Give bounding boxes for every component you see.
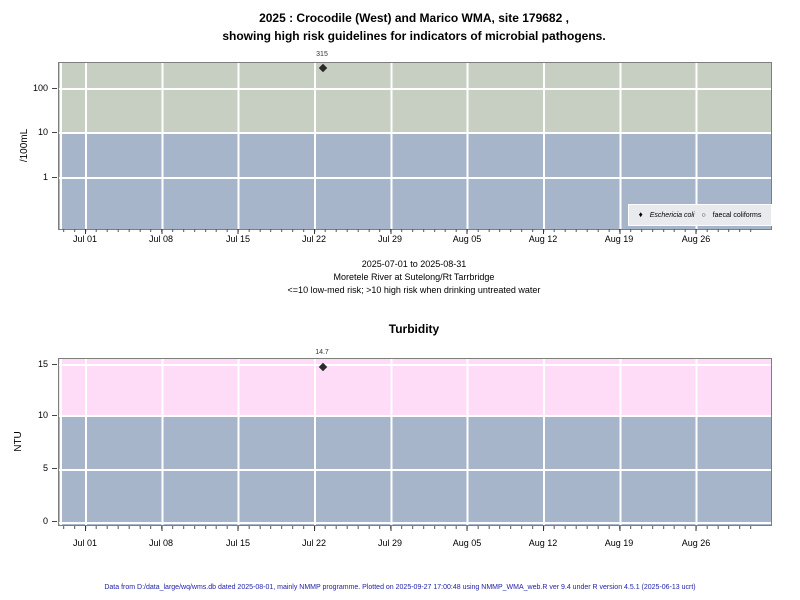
- y-tick-10: 10: [37, 410, 48, 420]
- x-tick-label: Jul 08: [148, 234, 174, 244]
- x-tick-label: Aug 12: [528, 234, 558, 244]
- x-axis-labels-bottom: Jul 01 Jul 08 Jul 15 Jul 22 Jul 29 Aug 0…: [0, 538, 800, 550]
- x-tick-label: Jul 01: [72, 538, 98, 548]
- footer-provenance-text: Data from D:/data_large/wq/wms.db dated …: [104, 584, 696, 591]
- x-tick-label: Jul 22: [301, 234, 327, 244]
- x-tick-label: Aug 05: [452, 538, 482, 548]
- caption-date-range: 2025-07-01 to 2025-08-31: [361, 259, 467, 269]
- x-tick-label: Aug 12: [528, 538, 558, 548]
- page-title-line1: 2025 : Crocodile (West) and Marico WMA, …: [259, 11, 569, 25]
- vertical-gridlines: [59, 63, 771, 229]
- y-tick-mark: [52, 132, 57, 133]
- y-tick-mark: [52, 521, 57, 522]
- y-axis-title-ntu: NTU: [12, 431, 24, 452]
- microbial-plot-area: [58, 62, 772, 230]
- x-tick-label: Aug 19: [604, 538, 634, 548]
- y-tick-mark: [52, 177, 57, 178]
- legend-label-faecal-coliforms: faecal coliforms: [712, 211, 762, 219]
- gridline-5: [59, 469, 771, 471]
- gridline-100: [59, 88, 771, 90]
- y-tick-0: 0: [42, 516, 48, 526]
- x-tick-label: Aug 19: [604, 234, 634, 244]
- gridline-0: [59, 522, 771, 524]
- legend-label-ecoli: Eschericia coli: [649, 211, 695, 219]
- filled-diamond-icon: ♦: [638, 210, 643, 219]
- y-tick-mark: [52, 415, 57, 416]
- turbidity-plot-area: [58, 358, 772, 526]
- turbidity-point-value-label: 14.7: [315, 349, 329, 356]
- legend: ♦ Eschericia coli ○ faecal coliforms: [628, 204, 772, 226]
- x-tick-label: Aug 26: [681, 234, 711, 244]
- caption-site-name: Moretele River at Sutelong/Rt Tarrbridge: [333, 272, 495, 282]
- gridline-10-threshold: [59, 132, 771, 134]
- x-tick-label: Jul 29: [377, 234, 403, 244]
- y-tick-mark: [52, 88, 57, 89]
- x-tick-label: Jul 15: [225, 234, 251, 244]
- turbidity-title: Turbidity: [388, 322, 440, 336]
- x-tick-label: Jul 15: [225, 538, 251, 548]
- ecoli-point-value-label: 315: [316, 51, 328, 58]
- caption-guideline: <=10 low-med risk; >10 high risk when dr…: [287, 285, 541, 295]
- y-tick-10: 10: [37, 127, 48, 137]
- gridline-15: [59, 364, 771, 366]
- x-tick-label: Aug 26: [681, 538, 711, 548]
- x-tick-label: Jul 29: [377, 538, 403, 548]
- open-circle-icon: ○: [701, 211, 706, 219]
- y-tick-15: 15: [37, 359, 48, 369]
- x-tick-label: Jul 08: [148, 538, 174, 548]
- y-tick-mark: [52, 364, 57, 365]
- x-tick-label: Jul 22: [301, 538, 327, 548]
- y-tick-1: 1: [42, 172, 48, 182]
- x-axis-labels-top: Jul 01 Jul 08 Jul 15 Jul 22 Jul 29 Aug 0…: [0, 234, 800, 246]
- x-tick-label: Jul 01: [72, 234, 98, 244]
- gridline-1: [59, 177, 771, 179]
- x-axis-major-ticks: [58, 526, 708, 531]
- gridline-10-threshold: [59, 415, 771, 417]
- x-axis-major-ticks: [58, 229, 708, 234]
- y-tick-100: 100: [32, 83, 48, 93]
- vertical-gridlines: [59, 359, 771, 525]
- page-title-line2: showing high risk guidelines for indicat…: [222, 29, 606, 43]
- x-tick-label: Aug 05: [452, 234, 482, 244]
- y-tick-5: 5: [42, 463, 48, 473]
- y-tick-mark: [52, 468, 57, 469]
